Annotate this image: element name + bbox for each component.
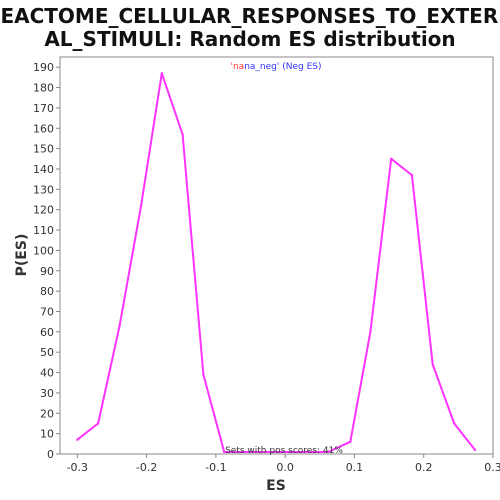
y-tick-label: 10 — [40, 428, 54, 441]
y-tick-label: 160 — [33, 122, 54, 135]
y-tick-label: 0 — [47, 448, 54, 461]
y-tick-label: 20 — [40, 407, 54, 420]
y-tick-label: 70 — [40, 305, 54, 318]
data-point — [453, 422, 456, 425]
x-tick-label: 0.3 — [484, 461, 500, 474]
legend-series-name: na_neg' (Neg ES) — [244, 62, 321, 72]
y-tick-label: 120 — [33, 204, 54, 217]
x-axis: -0.3 -0.2 -0.1 0.0 0.1 0.2 0.3 — [67, 454, 500, 474]
y-tick-label: 190 — [33, 61, 54, 74]
x-tick-label: 0.1 — [346, 461, 364, 474]
y-axis: 0 10 20 30 40 50 60 70 80 90 100 110 120 130 140 150 160… — [33, 61, 60, 461]
data-point — [160, 72, 164, 75]
y-tick-label: 130 — [33, 183, 54, 196]
legend-label: 'nana_neg' (Neg ES) — [231, 62, 322, 72]
y-tick-label: 80 — [40, 285, 54, 298]
data-point — [349, 440, 352, 443]
data-point — [96, 422, 100, 425]
data-point — [222, 450, 226, 454]
data-point — [76, 438, 79, 441]
y-tick-label: 30 — [40, 387, 54, 400]
data-point — [202, 373, 205, 376]
y-tick-label: 110 — [33, 224, 54, 237]
series-line — [76, 72, 476, 453]
y-tick-label: 140 — [33, 163, 54, 176]
y-tick-label: 40 — [40, 367, 54, 380]
y-tick-label: 100 — [33, 244, 54, 257]
data-point — [118, 324, 121, 327]
data-point — [410, 173, 414, 177]
data-point — [431, 363, 434, 366]
x-tick-label: 0.0 — [276, 461, 294, 474]
x-axis-title: ES — [266, 478, 286, 494]
y-tick-label: 150 — [33, 143, 54, 156]
y-tick-label: 90 — [40, 265, 54, 278]
y-tick-label: 60 — [40, 326, 54, 339]
series-group — [76, 72, 477, 454]
pos-scores-annotation: Sets with pos scores: 41% — [225, 446, 343, 456]
data-point — [181, 133, 184, 136]
x-tick-label: -0.2 — [136, 461, 157, 474]
y-tick-label: 170 — [33, 102, 54, 115]
x-tick-label: -0.1 — [205, 461, 226, 474]
data-point — [369, 330, 372, 334]
chart-title-line-2: AL_STIMULI: Random ES distribution — [44, 27, 455, 51]
data-point — [326, 450, 330, 454]
data-point — [389, 157, 393, 160]
legend-prefix: 'na — [231, 62, 245, 72]
x-tick-label: 0.2 — [415, 461, 433, 474]
y-axis-title: P(ES) — [14, 234, 30, 277]
chart-title-line-1: REACTOME_CELLULAR_RESPONSES_TO_EXTERN — [0, 4, 500, 28]
data-point — [473, 448, 477, 452]
x-tick-label: -0.3 — [67, 461, 88, 474]
y-tick-label: 180 — [33, 82, 54, 95]
data-point — [139, 204, 143, 207]
plot-area — [59, 56, 494, 455]
y-tick-label: 50 — [40, 346, 54, 359]
